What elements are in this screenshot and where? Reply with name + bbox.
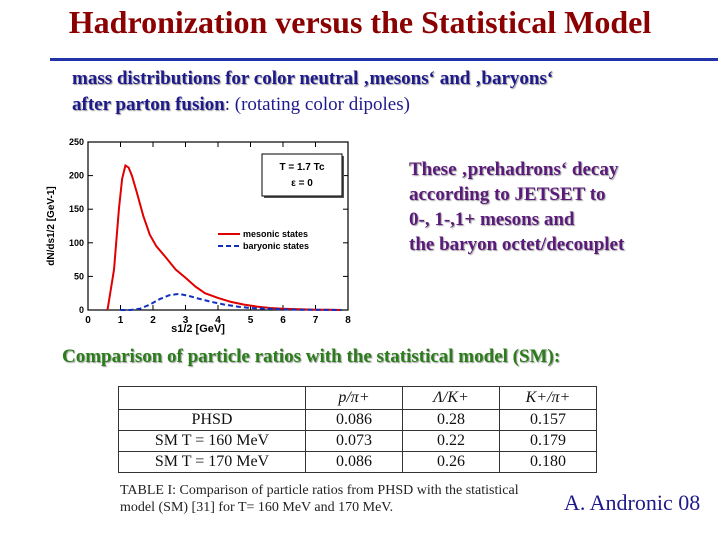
side-text-line: 0-, 1-,1+ mesons and	[409, 209, 575, 230]
x-tick-label: 2	[150, 315, 156, 326]
comparison-heading: Comparison of particle ratios with the s…	[62, 346, 561, 367]
y-tick-label: 200	[69, 171, 84, 181]
table-header-cell: K+/π+	[499, 386, 597, 410]
table-cell: 0.073	[305, 430, 403, 452]
side-text: These ‚prehadrons‘ decay according to JE…	[409, 157, 624, 257]
table-cell: 0.180	[499, 451, 597, 473]
y-axis-label: dN/ds1/2 [GeV-1]	[46, 186, 57, 265]
table-row: SM T = 170 MeV 0.086 0.26 0.180	[118, 451, 597, 473]
table-cell: 0.28	[402, 409, 500, 431]
side-text-line: the baryon octet/decouplet	[409, 234, 625, 255]
ratio-table: p/π+ Λ/K+ K+/π+ PHSD 0.086 0.28 0.157 SM…	[118, 386, 597, 473]
table-header-cell: Λ/K+	[402, 386, 500, 410]
y-tick-label: 100	[69, 238, 84, 248]
table-caption: TABLE I: Comparison of particle ratios f…	[120, 483, 519, 515]
table-cell: 0.26	[402, 451, 500, 473]
table-header-row: p/π+ Λ/K+ K+/π+	[118, 386, 597, 410]
table-cell: 0.086	[305, 409, 403, 431]
row-label: SM T = 160 MeV	[118, 430, 306, 452]
x-tick-label: 0	[85, 315, 91, 326]
y-tick-label: 50	[74, 271, 84, 281]
legend-label: mesonic states	[243, 229, 308, 239]
author-credit: A. Andronic 08	[564, 490, 701, 515]
x-tick-label: 1	[118, 315, 124, 326]
x-tick-label: 6	[280, 315, 286, 326]
side-text-line: according to JETSET to	[409, 184, 606, 205]
subtitle-line-2: after parton fusion: (rotating color dip…	[72, 94, 410, 116]
subtitle-line-1: mass distributions for color neutral ‚me…	[72, 68, 554, 89]
side-text-line: These ‚prehadrons‘ decay	[409, 159, 619, 180]
y-tick-label: 0	[79, 305, 84, 315]
row-label: PHSD	[118, 409, 306, 431]
x-tick-label: 5	[248, 315, 254, 326]
subtitle-bold-part: after parton fusion	[72, 94, 225, 115]
table-cell: 0.22	[402, 430, 500, 452]
title-rule	[50, 58, 718, 61]
series-line	[106, 163, 342, 311]
annotation-text: ε = 0	[291, 178, 313, 189]
slide-title: Hadronization versus the Statistical Mod…	[68, 4, 652, 40]
mass-distribution-chart: 0 1 2 3 4 5 6 7 8 0 50 100 150 200 250 s1/2 [GeV] dN/ds1…	[46, 137, 351, 335]
table-cell: 0.179	[499, 430, 597, 452]
annotation-box	[261, 153, 343, 197]
table-cell: 0.086	[305, 451, 403, 473]
subtitle-rest-part: : (rotating color dipoles)	[224, 94, 410, 115]
table-header-cell: p/π+	[305, 386, 403, 410]
x-axis-label: s1/2 [GeV]	[171, 323, 225, 335]
x-tick-label: 7	[313, 315, 319, 326]
table-header-cell	[118, 386, 306, 410]
y-tick-label: 150	[69, 204, 84, 214]
table-row: PHSD 0.086 0.28 0.157	[118, 409, 597, 431]
table-row: SM T = 160 MeV 0.073 0.22 0.179	[118, 430, 597, 452]
x-tick-label: 3	[183, 315, 189, 326]
annotation-text: T = 1.7 Tc	[279, 162, 325, 173]
x-tick-label: 8	[345, 315, 351, 326]
legend-label: baryonic states	[243, 241, 309, 251]
y-tick-label: 250	[69, 137, 84, 147]
x-tick-label: 4	[215, 315, 221, 326]
table-cell: 0.157	[499, 409, 597, 431]
row-label: SM T = 170 MeV	[118, 451, 306, 473]
